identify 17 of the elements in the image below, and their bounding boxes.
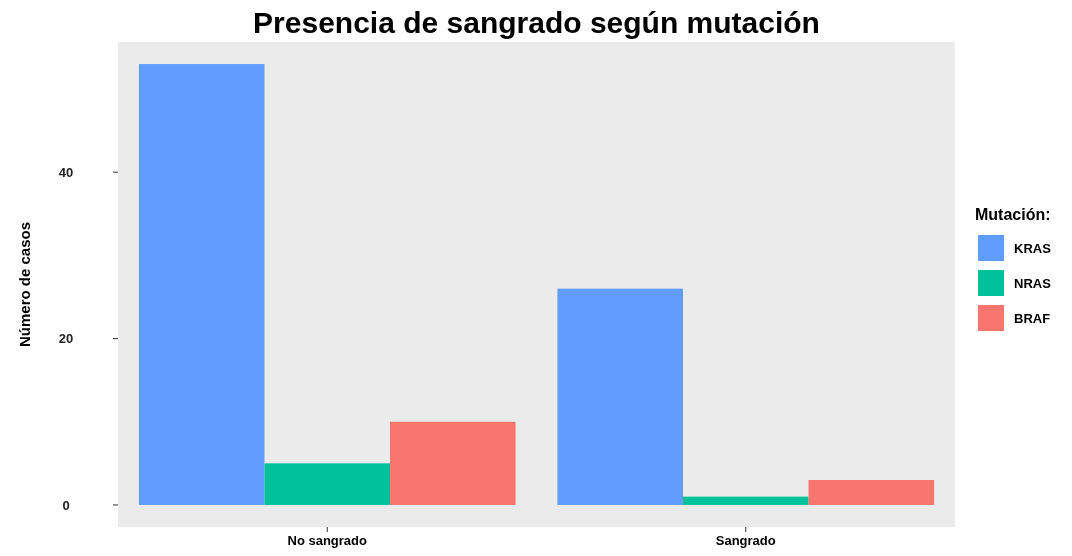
y-axis-title: Número de casos [16, 221, 33, 348]
bar [557, 288, 683, 505]
y-tick-label: 20 [58, 331, 74, 347]
legend-title: Mutación: [975, 206, 1051, 223]
bar [390, 421, 516, 505]
legend-label: NRAS [1014, 275, 1052, 291]
legend-label: BRAF [1014, 310, 1051, 326]
bar [808, 480, 935, 505]
x-tick-label: Sangrado [715, 533, 776, 548]
chart-title: Presencia de sangrado según mutación [253, 6, 820, 39]
bar [138, 64, 265, 505]
y-tick-label: 0 [62, 497, 70, 513]
legend-label: KRAS [1014, 240, 1052, 256]
y-tick-label: 40 [58, 164, 74, 180]
x-tick-label: No sangrado [287, 533, 368, 548]
bar [682, 496, 809, 505]
bar [264, 463, 391, 505]
